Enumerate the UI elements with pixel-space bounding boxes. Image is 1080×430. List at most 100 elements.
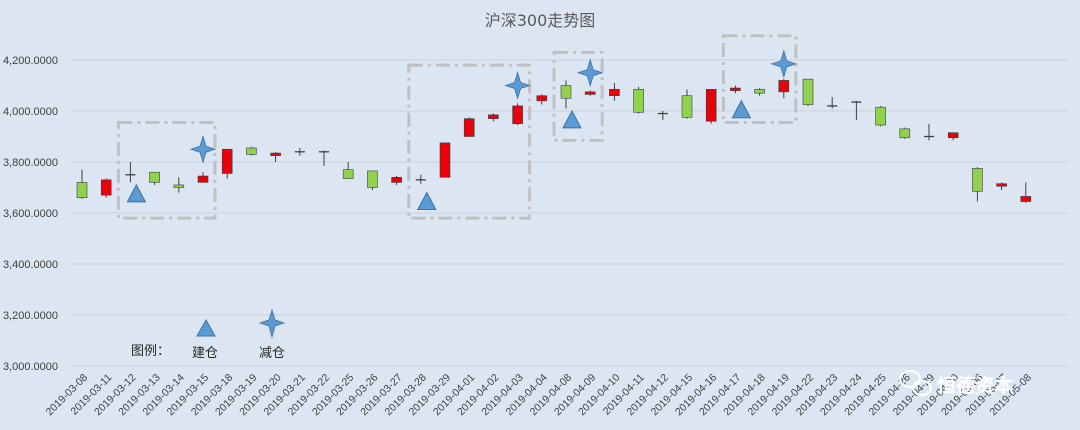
highlight-box [116, 120, 217, 220]
candle [827, 96, 838, 109]
candle-body [367, 170, 378, 188]
build-marker-triangle [562, 109, 582, 129]
candle-body [584, 91, 596, 95]
candle-body [778, 80, 790, 93]
build-marker-triangle [416, 191, 437, 211]
marker-layer [126, 49, 798, 211]
candle [536, 94, 548, 105]
y-tick-label: 3,800.0000 [3, 157, 58, 169]
candle-body [730, 87, 741, 91]
candle [633, 86, 644, 114]
candle-body [972, 168, 983, 192]
candle [609, 82, 620, 101]
candle [851, 100, 862, 120]
reduce-marker-star [576, 58, 604, 88]
candle [221, 148, 233, 179]
candle [512, 103, 523, 126]
candle [778, 79, 790, 99]
candle [972, 167, 983, 202]
candle [996, 182, 1007, 191]
candle [705, 89, 717, 124]
candle [681, 89, 693, 119]
candle-body [76, 182, 88, 198]
candle-body [173, 184, 185, 188]
y-tick-label: 3,600.0000 [3, 208, 58, 220]
legend-title: 图例： [131, 344, 170, 359]
candle-body [512, 105, 523, 125]
candle-body [342, 169, 354, 179]
candle-body [1020, 196, 1032, 202]
legend-reduce-label: 减仓 [259, 346, 285, 361]
candle [584, 90, 596, 96]
candle [100, 178, 112, 198]
candle [149, 171, 160, 185]
y-tick-label: 3,000.0000 [3, 361, 58, 373]
candle [342, 162, 354, 179]
highlight-box-layer [116, 34, 798, 220]
candle [488, 113, 499, 122]
reduce-marker-star [504, 71, 531, 100]
reduce-marker-star [770, 49, 798, 79]
candle-body [705, 89, 717, 122]
candle [875, 105, 886, 127]
candle-body [439, 142, 451, 178]
candle-body [899, 128, 911, 139]
highlight-box [721, 34, 798, 124]
candle-body [246, 147, 257, 155]
grid-layer: 3,000.0000 3,200.0000 3,400.0000 3,600.0000… [3, 55, 1068, 373]
candle [730, 85, 741, 94]
candle [415, 174, 426, 184]
candle-body [463, 118, 475, 137]
legend-build-triangle-icon [196, 318, 216, 337]
candle-body [754, 89, 765, 94]
candle [270, 151, 281, 162]
candle-body [802, 78, 814, 105]
candle [173, 177, 185, 193]
watermark-text: 恒德资本 [937, 374, 1013, 397]
candle [1020, 182, 1032, 203]
candle-body [536, 95, 548, 102]
candle [367, 170, 378, 191]
candle-body [947, 132, 959, 139]
build-marker-triangle [126, 183, 147, 203]
candle [319, 150, 329, 166]
candle [76, 169, 88, 199]
candle [657, 111, 668, 120]
y-tick-label: 3,200.0000 [3, 310, 58, 322]
candle-body [149, 171, 160, 183]
candle-body [996, 183, 1007, 187]
candle [463, 117, 475, 137]
legend-build-label: 建仓 [192, 346, 218, 361]
y-tick-label: 4,000.0000 [3, 106, 58, 118]
candle-layer [76, 78, 1032, 203]
candle-body [560, 85, 572, 99]
candle-body [391, 177, 402, 183]
candle [246, 146, 257, 156]
candle-body [609, 89, 620, 96]
y-tick-label: 4,200.0000 [3, 55, 58, 67]
highlight-box [407, 63, 532, 220]
wechat-icon [899, 370, 932, 396]
candle [899, 127, 911, 140]
build-marker-triangle [731, 99, 752, 119]
candle [560, 80, 572, 109]
candle-body [100, 179, 112, 196]
candle [802, 78, 814, 106]
legend: 图例： 建仓 减仓 [131, 308, 286, 361]
candle-body [221, 148, 233, 174]
legend-reduce-star-icon [258, 308, 286, 339]
candle-body [633, 89, 644, 113]
watermark: 恒德资本 [899, 370, 1013, 397]
candle [754, 88, 765, 96]
candle-body [681, 95, 693, 118]
highlight-box [552, 50, 604, 142]
y-tick-label: 3,400.0000 [3, 259, 58, 271]
chart-title: 沪深300走势图 [485, 11, 596, 30]
candle [439, 142, 451, 178]
candle-body [875, 106, 886, 126]
reduce-marker-star [189, 134, 217, 164]
candle-body [270, 152, 281, 156]
